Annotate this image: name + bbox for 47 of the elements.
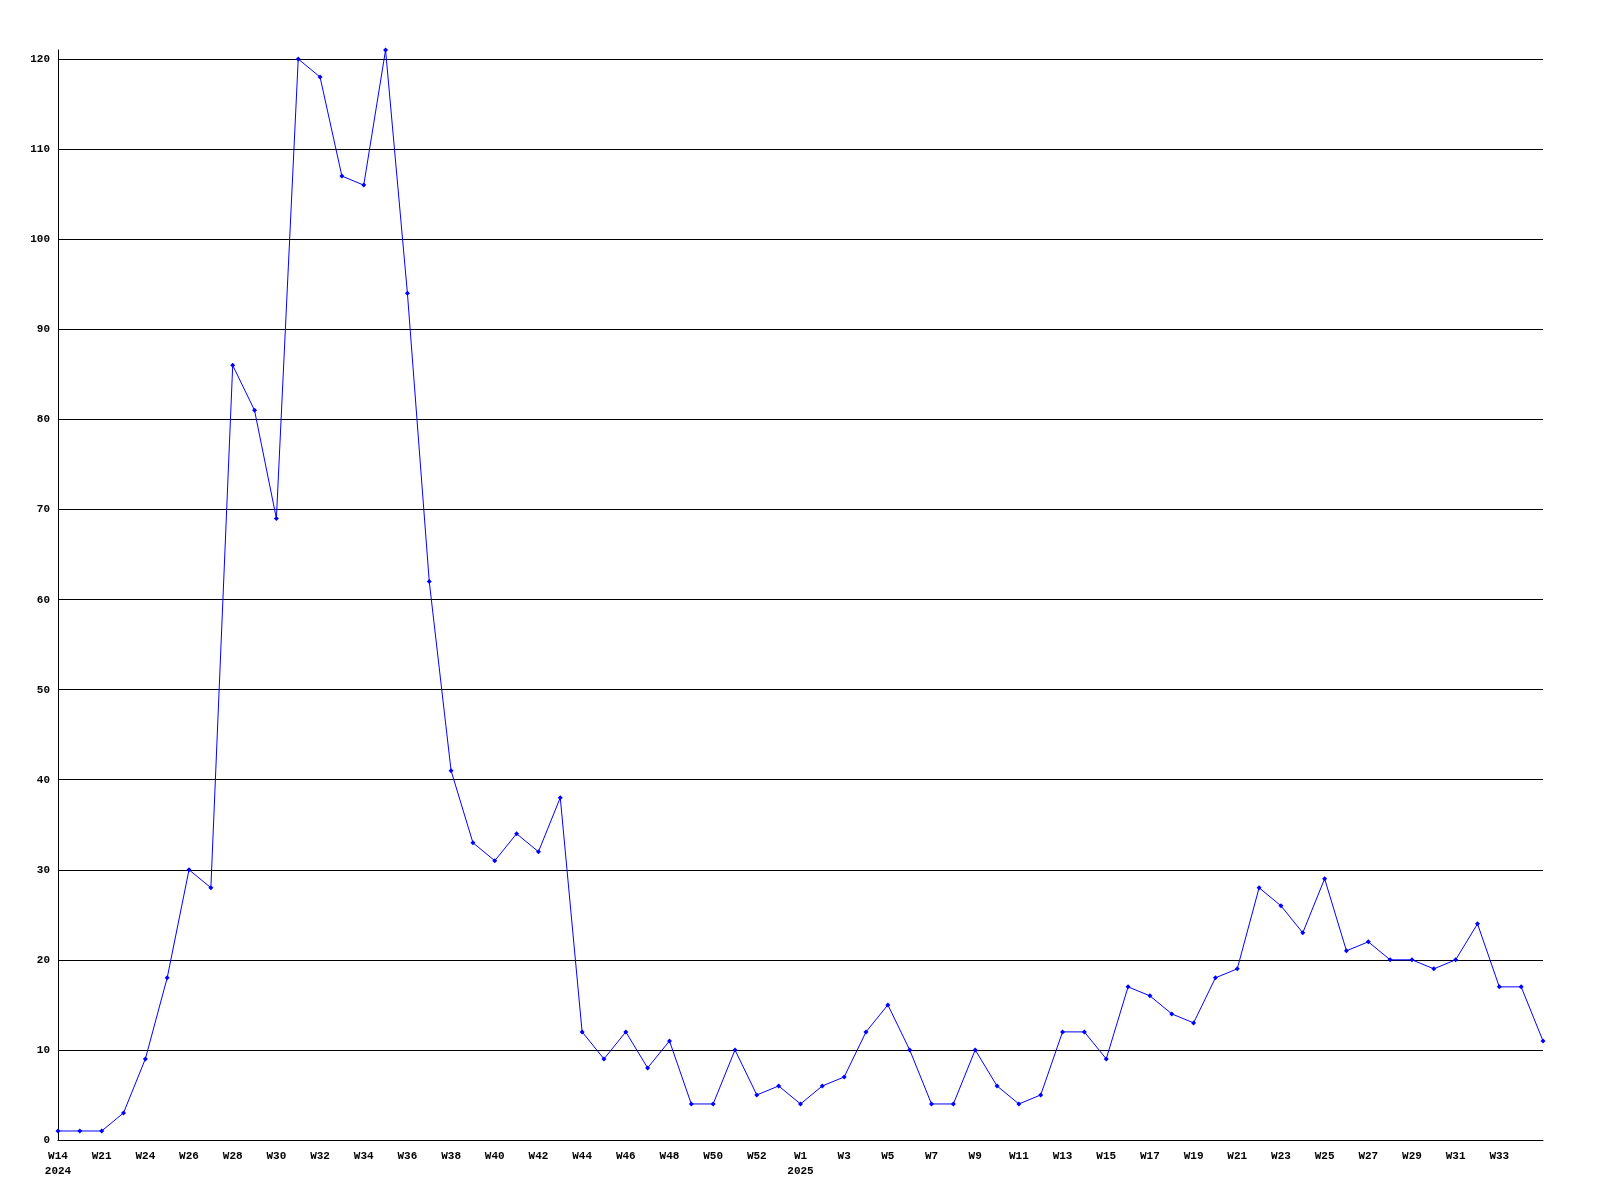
x-tick-label: W21 [91, 1149, 112, 1162]
y-tick-label: 100 [30, 233, 50, 246]
x-tick-label: W40 [484, 1149, 505, 1162]
y-tick-label: 60 [36, 593, 50, 606]
y-tick-label: 90 [36, 323, 50, 336]
x-tick-label: W19 [1183, 1149, 1204, 1162]
x-tick-label: W25 [1314, 1149, 1335, 1162]
y-tick-label: 70 [36, 503, 50, 516]
x-tick-label: W26 [179, 1149, 199, 1162]
x-tick-label: W21 [1227, 1149, 1248, 1162]
y-tick-label: 120 [30, 53, 50, 66]
x-tick-label: W38 [441, 1149, 462, 1162]
y-tick-label: 30 [36, 863, 50, 876]
y-tick-label: 50 [36, 683, 50, 696]
y-tick-label: 0 [43, 1134, 50, 1146]
x-tick-label: W24 [135, 1149, 156, 1162]
x-tick-label: W1 2025 [787, 1149, 815, 1177]
x-tick-label: W11 [1008, 1149, 1030, 1162]
y-tick-label: 40 [36, 773, 50, 786]
x-tick-label: W32 [310, 1149, 330, 1162]
x-tick-label: W44 [572, 1149, 593, 1162]
x-tick-label: W9 [968, 1149, 982, 1162]
x-tick-label: W52 [746, 1149, 767, 1162]
x-tick-label: W48 [659, 1149, 680, 1162]
x-tick-label: W30 [266, 1149, 287, 1162]
x-tick-label: W23 [1271, 1149, 1292, 1162]
x-tick-label: W42 [528, 1149, 549, 1162]
y-tick-label: 80 [36, 413, 50, 426]
x-tick-label: W46 [615, 1149, 636, 1162]
x-tick-label: W13 [1052, 1149, 1073, 1162]
y-tick-label: 110 [30, 143, 50, 156]
x-tick-label: W50 [703, 1149, 724, 1162]
x-tick-label: W36 [397, 1149, 418, 1162]
x-tick-label: W28 [222, 1149, 243, 1162]
y-tick-label: 20 [36, 953, 50, 966]
x-tick-label: W31 [1445, 1149, 1466, 1162]
y-tick-label: 10 [36, 1043, 50, 1056]
x-tick-label: W3 [837, 1149, 852, 1162]
x-tick-label: W27 [1358, 1149, 1379, 1162]
x-tick-label: W15 [1096, 1149, 1117, 1162]
x-tick-label: W29 [1402, 1149, 1422, 1162]
x-tick-label: W7 [924, 1149, 939, 1162]
x-tick-label: W34 [353, 1149, 375, 1162]
x-tick-label: W33 [1489, 1149, 1510, 1162]
x-tick-label: W14 2024 [44, 1149, 72, 1177]
x-tick-label: W5 [881, 1149, 895, 1162]
x-tick-label: W17 [1140, 1149, 1160, 1162]
